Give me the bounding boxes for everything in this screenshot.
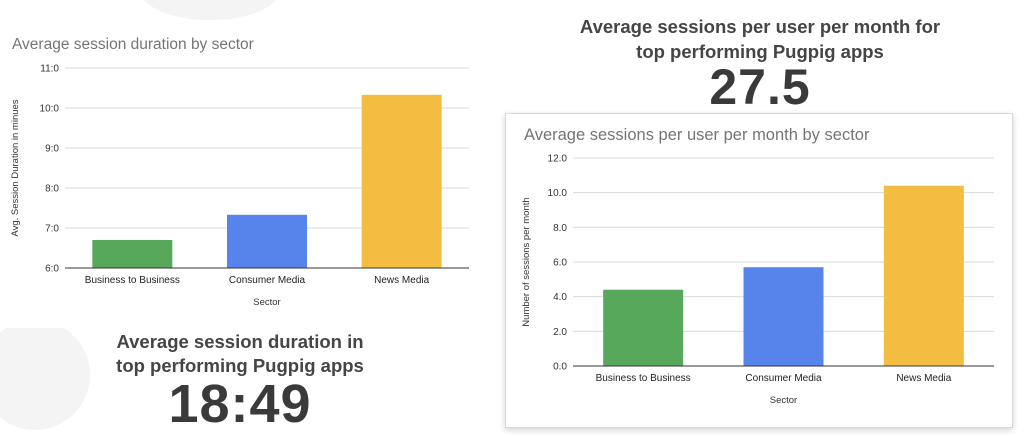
duration-y-tick-label: 7:0	[45, 224, 59, 235]
duration-x-tick-label: Business to Business	[85, 275, 180, 286]
background-shape	[0, 320, 90, 430]
duration-bar	[92, 240, 173, 268]
sessions-y-tick-label: 4.0	[553, 292, 567, 303]
sessions-headline-line2: top performing Pugpig apps	[636, 41, 884, 62]
sessions-x-tick-label: Business to Business	[596, 373, 691, 384]
duration-y-tick-label: 8:0	[45, 184, 59, 195]
sessions-chart-panel: Average sessions per user per month by s…	[505, 113, 1013, 428]
duration-y-tick-label: 10:0	[40, 104, 60, 115]
duration-headline-value: 18:49	[168, 374, 312, 434]
duration-bar	[361, 94, 442, 268]
sessions-y-tick-label: 6.0	[553, 258, 567, 269]
duration-headline-line2: top performing Pugpig apps	[116, 355, 364, 376]
duration-x-tick-label: News Media	[374, 275, 429, 286]
duration-y-tick-label: 11:0	[40, 64, 59, 75]
duration-chart: 6:0 7:0 8:0 9:0 10:0 11:0 Business to Business…	[10, 64, 469, 308]
duration-x-axis-label: Sector	[253, 297, 280, 308]
sessions-y-tick-label: 10.0	[548, 188, 568, 199]
sessions-y-axis-label: Number of sessions per month	[521, 197, 532, 326]
duration-y-tick-label: 9:0	[45, 144, 59, 155]
sessions-headline: Average sessions per user per month for …	[560, 14, 960, 115]
duration-chart-panel: Average session duration by sector 6:0 7:…	[0, 28, 484, 328]
sessions-y-tick-label: 8.0	[553, 223, 567, 234]
duration-y-tick-label: 6:0	[45, 264, 59, 275]
duration-headline-line1: Average session duration in	[116, 331, 364, 352]
sessions-chart: 0.0 2.0 4.0 6.0 8.0 10.0 12.0 Business to Busin…	[521, 154, 994, 406]
sessions-x-axis-label: Sector	[770, 395, 797, 406]
duration-y-axis-label: Avg. Session Duration in minues	[10, 99, 21, 236]
sessions-bar	[883, 185, 964, 366]
duration-x-tick-label: Consumer Media	[229, 275, 306, 286]
duration-bar	[227, 214, 307, 268]
sessions-chart-title: Average sessions per user per month by s…	[524, 126, 870, 144]
background-shape	[140, 0, 280, 20]
duration-headline: Average session duration in top performi…	[90, 330, 390, 434]
sessions-x-tick-label: Consumer Media	[745, 373, 822, 384]
sessions-y-tick-label: 0.0	[553, 362, 567, 373]
sessions-headline-value: 27.5	[709, 59, 811, 115]
sessions-y-tick-label: 2.0	[553, 327, 567, 338]
sessions-headline-line1: Average sessions per user per month for	[579, 16, 941, 37]
sessions-x-tick-label: News Media	[896, 373, 951, 384]
sessions-bar	[743, 267, 824, 366]
sessions-y-tick-label: 12.0	[548, 154, 568, 165]
duration-chart-title: Average session duration by sector	[12, 36, 254, 53]
sessions-bar	[603, 289, 684, 366]
